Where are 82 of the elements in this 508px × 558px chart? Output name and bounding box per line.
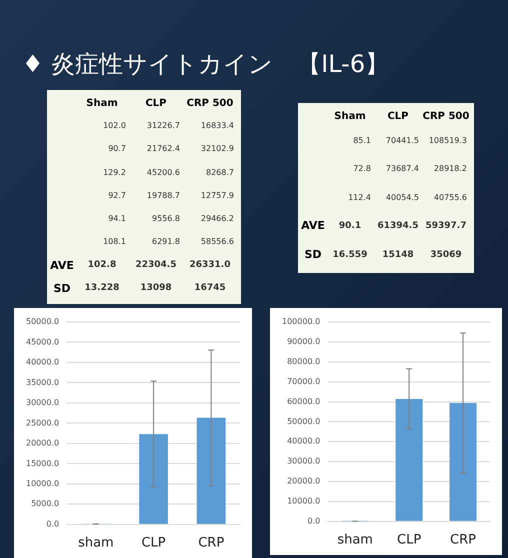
- data-label: 94.1: [107, 213, 127, 225]
- data-label: 31226.7: [146, 120, 181, 132]
- data-label: 40054.5: [384, 192, 420, 204]
- data-label: 90.1: [338, 220, 362, 234]
- data-label: 16745: [193, 282, 227, 295]
- y-tick-label: 10000.0: [26, 479, 60, 488]
- x-tick-label: sham: [78, 536, 114, 551]
- data-label: 29466.2: [200, 213, 235, 225]
- data-label: 22304.5: [134, 258, 178, 272]
- x-tick-label: CRP 500: [422, 110, 470, 124]
- y-tick-label: 15000.0: [26, 458, 60, 468]
- x-tick-label: CLP: [397, 532, 422, 548]
- data-label: 112.4: [347, 192, 372, 204]
- data-label: 108519.3: [428, 135, 468, 147]
- data-label: 16833.4: [200, 120, 235, 132]
- data-label: 13.228: [84, 282, 120, 295]
- y-tick-label: 50000.0: [26, 317, 60, 326]
- data-label: 35069: [429, 248, 463, 262]
- y-tick-label: 0.0: [307, 516, 320, 526]
- data-label: 16.559: [332, 248, 368, 262]
- x-tick-label: Sham: [85, 97, 119, 111]
- data-label: 26331.0: [188, 258, 232, 272]
- x-tick-label: CLP: [386, 110, 410, 124]
- data-label: 61394.5: [376, 220, 420, 234]
- data-label: 15148: [381, 248, 415, 262]
- data-label: 58556.6: [200, 236, 235, 248]
- data-label: 92.7: [107, 190, 127, 202]
- bar: [450, 402, 477, 521]
- data-label: 8268.7: [205, 166, 235, 178]
- data-label: 12757.9: [200, 190, 235, 202]
- y-tick-label: AVE: [49, 258, 75, 274]
- data-label: 19788.7: [146, 190, 181, 202]
- x-tick-label: sham: [337, 532, 373, 548]
- y-tick-label: 90000.0: [287, 337, 320, 346]
- data-label: 45200.6: [146, 166, 181, 178]
- data-label: 70441.5: [384, 135, 420, 147]
- y-tick-label: 30000.0: [26, 398, 60, 408]
- y-tick-label: 80000.0: [287, 356, 320, 366]
- y-tick-label: 5000.0: [31, 499, 60, 508]
- y-tick-label: 20000.0: [287, 476, 320, 486]
- data-label: 21762.4: [146, 143, 181, 156]
- y-tick-label: 40000.0: [287, 436, 320, 446]
- y-tick-label: SD: [52, 280, 72, 297]
- y-tick-label: 30000.0: [287, 456, 320, 466]
- data-label: 40755.6: [432, 192, 468, 204]
- x-tick-label: Sham: [333, 110, 367, 124]
- y-tick-label: 40000.0: [26, 358, 60, 367]
- y-tick-label: 0.0: [46, 519, 60, 528]
- y-tick-label: 100000.0: [282, 317, 320, 326]
- data-label: 32102.9: [200, 143, 235, 156]
- x-tick-label: CLP: [144, 97, 168, 111]
- y-tick-label: 10000.0: [287, 496, 320, 506]
- data-label: 59397.7: [424, 220, 468, 234]
- data-label: 102.8: [86, 258, 118, 272]
- data-label: 102.0: [102, 120, 127, 132]
- x-tick-label: CLP: [141, 536, 166, 551]
- data-label: 129.2: [102, 166, 127, 178]
- data-label: 85.1: [352, 135, 372, 147]
- y-tick-label: 20000.0: [26, 438, 60, 448]
- x-tick-label: CRP: [198, 536, 224, 551]
- x-tick-label: CRP: [450, 532, 476, 548]
- y-tick-label: 70000.0: [287, 376, 320, 386]
- data-label: 73687.4: [384, 163, 420, 176]
- data-label: 9556.8: [151, 213, 181, 225]
- chart-title: ♦ 炎症性サイトカイン 【IL-6】: [22, 49, 390, 80]
- bar: [196, 418, 226, 524]
- data-label: 13098: [139, 282, 173, 295]
- y-tick-label: 25000.0: [26, 418, 60, 428]
- data-label: 108.1: [102, 236, 127, 248]
- bar: [396, 398, 423, 521]
- y-tick-label: 60000.0: [287, 396, 320, 406]
- bar: [139, 434, 168, 524]
- data-label: 6291.8: [151, 236, 181, 248]
- data-label: 72.8: [352, 163, 372, 176]
- y-tick-label: SD: [303, 246, 323, 263]
- y-tick-label: 35000.0: [26, 378, 60, 387]
- y-tick-label: AVE: [300, 218, 326, 234]
- data-label: 90.7: [107, 143, 127, 156]
- data-label: 28918.2: [432, 163, 468, 176]
- x-tick-label: CRP 500: [186, 97, 234, 111]
- y-tick-label: 50000.0: [287, 416, 320, 426]
- y-tick-label: 45000.0: [26, 337, 60, 346]
